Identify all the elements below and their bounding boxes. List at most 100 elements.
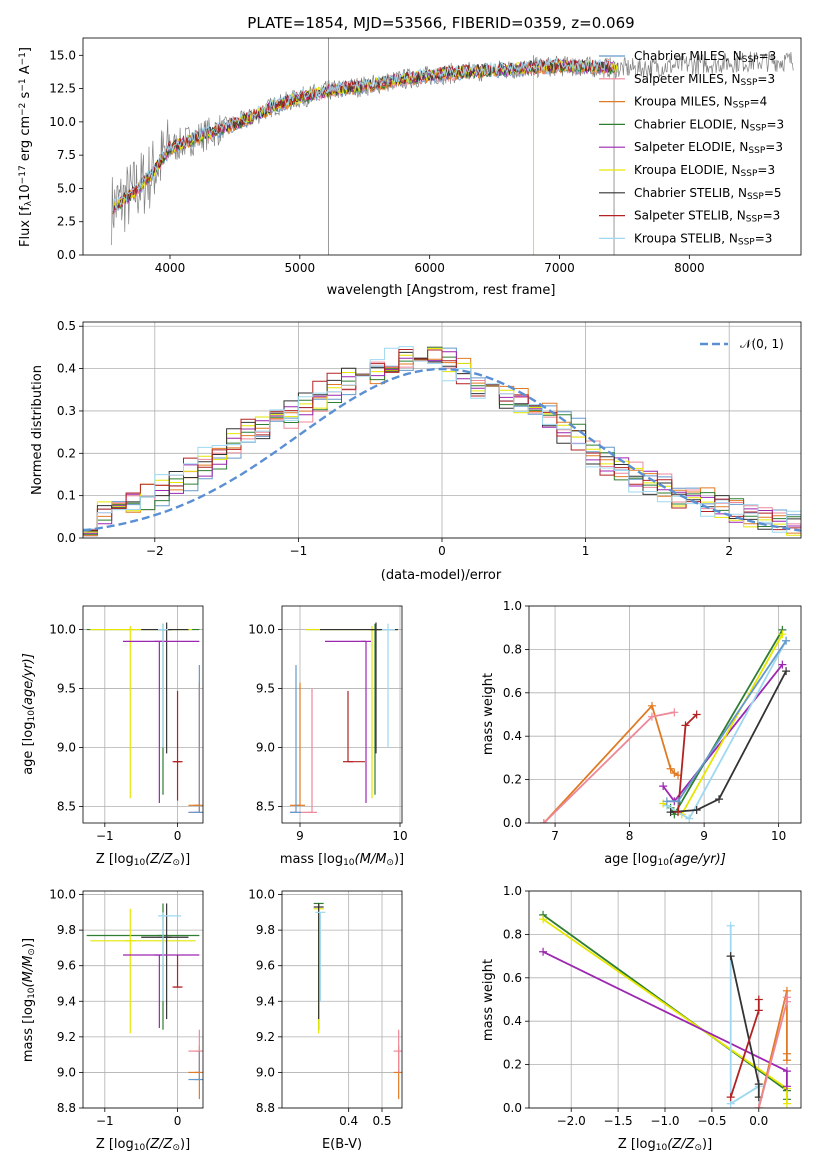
residual-histogram — [83, 346, 801, 535]
massweight-vs-z-xtick-label: −1.5 — [604, 1114, 633, 1128]
residual-ytick-label: 0.1 — [57, 489, 76, 503]
age-vs-z-frame — [82, 605, 204, 824]
mass-vs-ebv-frame — [281, 890, 403, 1109]
age-vs-mass-marks — [290, 622, 398, 813]
massweight-vs-age-ytick-label: 0.0 — [503, 816, 522, 830]
legend-entry: Salpeter ELODIE, NSSP=3 — [634, 140, 783, 156]
age-vs-z-plot-area — [83, 606, 203, 823]
massweight-vs-age-xtick-label: 10 — [771, 829, 786, 843]
spectrum-xtick-label: 7000 — [544, 261, 575, 275]
age-vs-z-xtick-label: −1 — [96, 829, 114, 843]
age-vs-mass-x-axis-label: mass [log10(M/M⊙)] — [280, 852, 404, 868]
massweight-vs-age-point-marker — [659, 782, 668, 791]
massweight-vs-age-point-marker — [778, 660, 787, 669]
mass-vs-z-frame — [82, 890, 204, 1109]
massweight-vs-age-point-marker — [782, 636, 791, 645]
residual-histogram — [83, 349, 801, 531]
spectrum-x-axis-label: wavelength [Angstrom, rest frame] — [327, 283, 556, 298]
massweight-vs-z-point-marker — [782, 993, 791, 1002]
massweight-vs-z-point-marker — [754, 1080, 763, 1089]
massweight-vs-age-ytick-label: 1.0 — [503, 599, 522, 613]
massweight-vs-z-point-marker — [782, 1056, 791, 1065]
massweight-vs-z-marks — [539, 910, 791, 1108]
residual-xtick-label: −2 — [146, 544, 164, 558]
mass-vs-z-y-axis-label: mass [log10(M/M⊙)] — [21, 938, 37, 1062]
legend-entry: Kroupa STELIB, NSSP=3 — [634, 231, 772, 247]
massweight-vs-age-point-marker — [782, 667, 791, 676]
age-vs-mass-ytick-label: 10.0 — [248, 623, 275, 637]
spectrum-ytick-label: 2.5 — [57, 215, 76, 229]
age-vs-z-x-axis-label: Z [log10(Z/Z⊙)] — [96, 852, 190, 868]
massweight-vs-age-frame — [528, 605, 802, 824]
residual-histogram — [83, 346, 801, 533]
massweight-vs-age-ytick-label: 0.4 — [503, 729, 522, 743]
massweight-vs-z-xtick-label: −1.0 — [650, 1114, 679, 1128]
massweight-vs-z-xtick-label: 0.0 — [749, 1114, 768, 1128]
age-vs-z-ytick-label: 8.5 — [57, 799, 76, 813]
mass-vs-ebv-ytick-label: 9.6 — [256, 959, 275, 973]
spectrum-ytick-label: 12.5 — [49, 82, 76, 96]
massweight-vs-age-point-marker — [692, 805, 701, 814]
mass-vs-z-ytick-label: 10.0 — [49, 888, 76, 902]
massweight-vs-z-ytick-label: 1.0 — [503, 884, 522, 898]
massweight-vs-age-point-marker — [692, 710, 701, 719]
spectrum-y-axis-label: Flux [fλ10−17 erg cm−2 s−1 A−1] — [18, 47, 34, 247]
massweight-vs-age-ytick-label: 0.2 — [503, 773, 522, 787]
massweight-vs-age-point-marker — [666, 764, 675, 773]
massweight-vs-z-point-marker — [754, 995, 763, 1004]
age-vs-z-y-axis-label: age [log10(age/yr)] — [21, 653, 37, 775]
massweight-vs-age-xtick-label: 9 — [700, 829, 708, 843]
spectrum-xtick-label: 6000 — [414, 261, 445, 275]
mass-vs-z-x-axis-label: Z [log10(Z/Z⊙)] — [96, 1137, 190, 1153]
residual-ytick-label: 0.3 — [57, 404, 76, 418]
mass-vs-z-xtick-label: −1 — [96, 1114, 114, 1128]
mass-vs-ebv-plot-area — [282, 891, 402, 1108]
spectrum-model-line — [112, 57, 612, 212]
legend-entry: Kroupa MILES, NSSP=4 — [634, 95, 767, 111]
residual-lines — [83, 346, 801, 537]
massweight-vs-z-point-marker — [782, 1067, 791, 1076]
residual-ytick-label: 0.4 — [57, 362, 76, 376]
residual-frame — [82, 321, 802, 539]
age-vs-mass-plot-area — [282, 606, 402, 823]
legend-entry: Salpeter MILES, NSSP=3 — [634, 72, 775, 88]
mass-vs-z-ytick-label: 9.6 — [57, 959, 76, 973]
age-vs-mass-xtick-label: 10 — [392, 829, 407, 843]
legend-entry: Chabrier STELIB, NSSP=5 — [634, 186, 782, 202]
residual-ytick-label: 0.5 — [57, 319, 76, 333]
age-vs-z-ytick-label: 10.0 — [49, 623, 76, 637]
massweight-vs-age-ytick-label: 0.6 — [503, 686, 522, 700]
massweight-vs-z-point-marker — [539, 915, 548, 924]
spectrum-title: PLATE=1854, MJD=53566, FIBERID=0359, z=0… — [247, 14, 634, 32]
spectrum-xtick-label: 5000 — [285, 261, 316, 275]
massweight-vs-z-frame — [528, 890, 802, 1109]
massweight-vs-z-point-marker — [726, 952, 735, 961]
age-vs-z-marks — [86, 622, 203, 813]
massweight-vs-age-point-marker — [674, 808, 683, 817]
massweight-vs-age-point-marker — [674, 797, 683, 806]
spectrum-ytick-label: 0.0 — [57, 248, 76, 262]
residual-y-axis-label: Normed distribution — [30, 365, 45, 495]
residual-ytick-label: 0.0 — [57, 531, 76, 545]
massweight-vs-z-point-marker — [782, 1082, 791, 1091]
spectrum-xtick-label: 8000 — [674, 261, 705, 275]
mass-vs-ebv-ytick-label: 9.8 — [256, 923, 275, 937]
spectrum-xtick-label: 4000 — [155, 261, 186, 275]
mass-vs-ebv-x-axis-label: E(B-V) — [322, 1137, 362, 1152]
massweight-vs-z-ytick-label: 0.0 — [503, 1101, 522, 1115]
gaussian-reference-line — [83, 367, 801, 532]
legend-entry: Chabrier ELODIE, NSSP=3 — [634, 117, 784, 133]
massweight-vs-age-point-marker — [670, 708, 679, 717]
age-vs-mass-frame — [281, 605, 403, 824]
residual-xtick-label: 1 — [582, 544, 590, 558]
massweight-vs-z-point-marker — [726, 1093, 735, 1102]
mass-vs-ebv-ytick-label: 9.4 — [256, 994, 275, 1008]
massweight-vs-z-point-marker — [754, 1104, 763, 1108]
mass-vs-ebv-ytick-label: 10.0 — [248, 888, 275, 902]
age-vs-mass-ytick-label: 8.5 — [256, 799, 275, 813]
massweight-vs-z-x-axis-label: Z [log10(Z/Z⊙)] — [618, 1137, 712, 1153]
legend-entry: Kroupa ELODIE, NSSP=3 — [634, 163, 775, 179]
massweight-vs-z-xtick-label: −0.5 — [697, 1114, 726, 1128]
massweight-vs-age-point-marker — [778, 630, 787, 639]
